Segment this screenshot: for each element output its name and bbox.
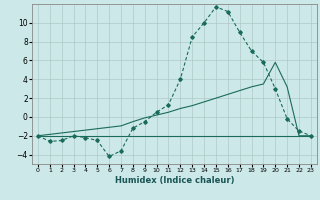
X-axis label: Humidex (Indice chaleur): Humidex (Indice chaleur) [115,176,234,185]
